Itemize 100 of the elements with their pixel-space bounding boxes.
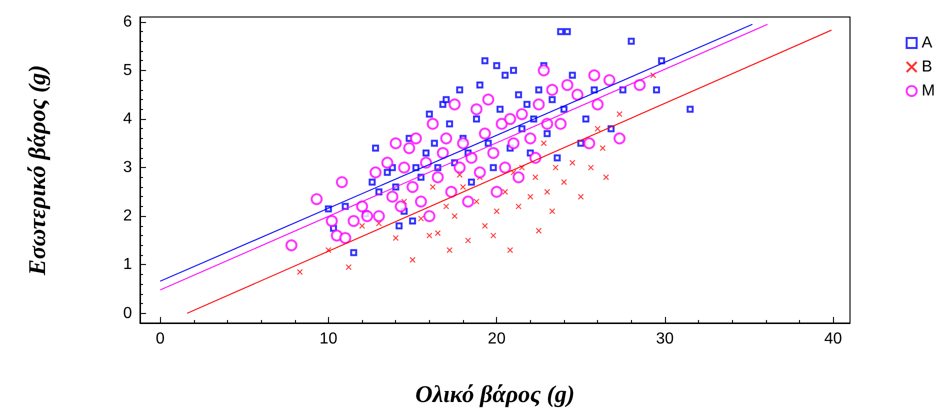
point [603,74,616,86]
point [426,232,432,239]
point [490,186,503,198]
point [600,145,606,152]
y-tick-label: 2 [123,208,132,225]
point [457,137,470,150]
point [465,237,472,244]
point [452,213,458,220]
point [516,203,522,210]
point [554,118,567,130]
point [569,160,576,166]
point [465,152,478,164]
legend-label: B [922,58,932,76]
point [603,174,610,180]
point [634,79,646,91]
point [560,179,567,186]
point [456,172,463,178]
point [348,215,360,227]
point [540,140,547,146]
point [462,196,474,208]
point [594,126,601,132]
point [418,216,424,222]
point [482,222,488,229]
point [494,208,500,214]
y-tick-label: 6 [123,13,132,30]
point [381,156,394,169]
point [346,264,352,270]
point [510,169,517,176]
point [410,256,416,263]
point [552,164,559,171]
point [482,94,494,106]
point [536,228,542,234]
point [339,232,352,244]
point [571,88,584,101]
point [310,193,323,206]
point [532,174,538,180]
point [454,162,466,174]
y-tick-label: 3 [123,159,132,176]
y-tick-label: 4 [123,110,132,128]
point [512,171,525,184]
point [296,269,303,275]
point [448,98,461,110]
point [440,132,452,144]
point [544,188,550,195]
point [398,162,410,174]
point [502,188,508,195]
point [524,132,536,144]
point [532,98,545,110]
point [561,79,574,91]
point [504,113,516,125]
point [474,166,486,178]
point [401,198,408,205]
point [414,196,427,208]
point [423,210,436,222]
point [588,69,600,82]
point [443,203,450,210]
point [356,200,368,212]
x-tick-label: 20 [488,330,506,348]
point [392,235,399,241]
point [426,118,439,130]
x-axis-title: Ολικό βάρος (g) [415,382,575,408]
point [578,194,584,200]
point [386,190,398,203]
y-tick-label: 1 [123,256,132,274]
point [499,162,512,174]
point [516,108,528,120]
point [473,198,480,205]
point [583,137,596,150]
point [403,142,416,154]
y-axis-title: Εσωτερικό βάρος (g) [25,64,51,276]
point [549,208,556,214]
point [592,98,604,110]
point [650,72,656,78]
point [376,220,382,226]
point [508,137,520,150]
point [372,210,385,222]
point [507,247,514,254]
y-tick-label: 5 [123,62,132,79]
x-tick-label: 40 [824,330,842,348]
point [460,184,466,190]
legend-label: M [922,82,935,100]
x-tick-label: 0 [156,330,165,348]
point [518,164,525,171]
point [370,166,382,178]
point [588,164,594,171]
point [470,103,482,116]
x-tick-label: 30 [656,330,674,348]
point [361,210,374,222]
point [325,247,332,254]
point [336,176,348,188]
point [445,186,458,198]
point [616,111,622,118]
point [430,184,436,190]
point [490,232,496,239]
point [394,200,407,212]
point [390,137,402,150]
point [432,171,444,184]
y-tick-label: 0 [123,304,132,322]
point [527,194,534,200]
point [436,147,449,159]
